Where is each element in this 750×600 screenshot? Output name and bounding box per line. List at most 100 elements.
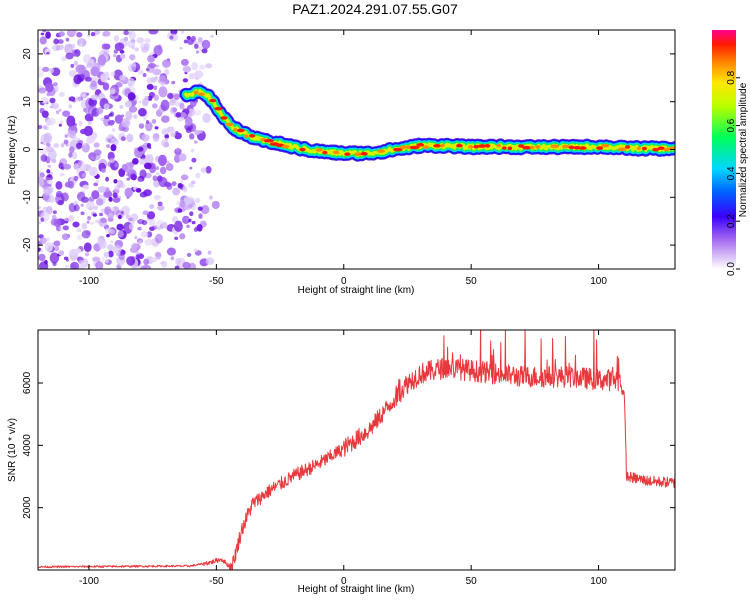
noise-speckle (61, 56, 67, 62)
noise-speckle (137, 69, 144, 75)
noise-speckle (38, 261, 49, 269)
noise-speckle-layer (38, 30, 220, 269)
ridge-peak (409, 145, 420, 150)
noise-speckle (142, 264, 152, 269)
noise-speckle (38, 87, 47, 94)
noise-speckle (188, 72, 196, 80)
noise-speckle (63, 139, 69, 145)
noise-speckle (170, 132, 176, 137)
noise-speckle (186, 35, 191, 40)
noise-speckle (45, 82, 54, 93)
noise-speckle (71, 151, 78, 160)
colorbar: 0.0 0.2 0.4 0.6 0.8 Normalized spectral ampl… (712, 30, 749, 276)
noise-speckle (110, 71, 116, 77)
noise-speckle (153, 180, 160, 186)
noise-speckle (78, 120, 83, 126)
noise-speckle (86, 220, 90, 224)
noise-speckle (138, 123, 145, 129)
noise-speckle (194, 140, 198, 144)
noise-speckle (75, 137, 81, 142)
noise-speckle (40, 32, 45, 36)
noise-speckle (68, 104, 73, 109)
y-tick-label: 20 (22, 48, 33, 60)
noise-speckle (57, 39, 64, 44)
x-axis-ticks-top: -100 -50 0 50 100 (79, 30, 607, 287)
noise-speckle (159, 166, 167, 175)
noise-speckle (112, 54, 117, 58)
x-tick-label: 100 (590, 276, 607, 287)
ridge-peak (220, 116, 228, 120)
ridge-peak (657, 146, 665, 151)
noise-speckle (47, 174, 52, 178)
noise-speckle (164, 68, 170, 76)
noise-speckle (115, 257, 120, 262)
ridge-peak (376, 149, 386, 153)
noise-speckle (175, 111, 182, 118)
noise-speckle (70, 30, 78, 35)
ridge-peak (360, 151, 368, 156)
noise-speckle (134, 47, 139, 52)
noise-speckle (84, 252, 90, 257)
noise-speckle (72, 52, 78, 57)
snr-panel: -100 -50 0 50 100 2000 4000 6000 Height of str… (7, 329, 676, 595)
noise-speckle (168, 99, 176, 106)
noise-speckle (46, 118, 52, 126)
noise-speckle (157, 154, 167, 166)
x-tick-label: 0 (341, 276, 347, 287)
noise-speckle (46, 143, 51, 147)
noise-speckle (73, 175, 79, 182)
noise-speckle (39, 107, 45, 114)
noise-speckle (138, 240, 143, 245)
noise-speckle (49, 97, 56, 104)
noise-speckle (143, 258, 149, 266)
noise-speckle (153, 85, 158, 91)
noise-speckle (152, 175, 158, 182)
noise-speckle (75, 142, 83, 149)
noise-speckle (152, 132, 160, 142)
noise-speckle (161, 260, 168, 268)
noise-speckle (81, 173, 87, 178)
noise-speckle (46, 185, 54, 194)
noise-speckle (55, 190, 63, 198)
noise-speckle (93, 182, 99, 187)
chart-title: PAZ1.2024.291.07.55.G07 (292, 1, 458, 17)
noise-speckle (137, 177, 143, 182)
noise-speckle (58, 123, 62, 127)
noise-speckle (170, 256, 175, 261)
colorbar-tick-label: 0.8 (726, 70, 737, 84)
noise-speckle (120, 210, 124, 215)
y-axis-ticks-top: -20 -10 0 10 20 (22, 48, 675, 252)
noise-speckle (106, 233, 110, 238)
noise-speckle (189, 211, 194, 217)
noise-speckle (167, 127, 176, 134)
noise-speckle (128, 223, 134, 230)
noise-speckle (59, 226, 64, 231)
noise-speckle (109, 119, 115, 125)
noise-speckle (137, 226, 142, 231)
ridge-peak (596, 146, 604, 150)
noise-speckle (149, 226, 155, 232)
noise-speckle (193, 41, 199, 45)
x-tick-label: -50 (209, 576, 224, 587)
ridge-peak (501, 146, 507, 150)
noise-speckle (79, 128, 88, 135)
ridge-peak (617, 147, 627, 152)
noise-speckle (64, 264, 70, 269)
y-tick-label: 6000 (22, 371, 33, 394)
noise-speckle (182, 186, 188, 193)
noise-speckle (113, 35, 120, 42)
noise-speckle (92, 213, 98, 217)
noise-speckle (76, 31, 83, 38)
colorbar-tick-label: 0.4 (726, 166, 737, 180)
ridge-peak (456, 143, 463, 148)
noise-speckle (83, 125, 93, 137)
noise-speckle (46, 237, 51, 242)
y-tick-label: 0 (22, 146, 33, 152)
noise-speckle (80, 211, 85, 216)
noise-speckle (92, 256, 101, 263)
noise-speckle (139, 191, 148, 198)
noise-speckle (155, 172, 160, 176)
noise-speckle (109, 157, 115, 164)
colorbar-tick-label: 0.0 (726, 262, 737, 276)
noise-speckle (153, 194, 161, 200)
